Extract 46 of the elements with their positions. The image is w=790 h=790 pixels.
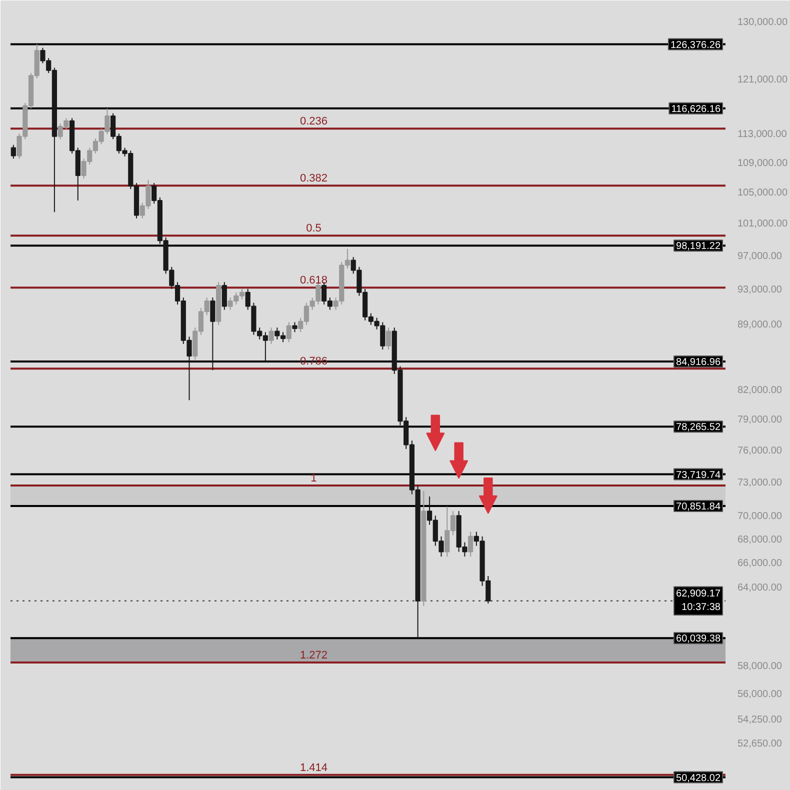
y-tick-label: 52,650.00	[738, 738, 782, 750]
ref-line-label: 98,191.22	[676, 241, 721, 252]
ref-line-label: 116,626.16	[671, 104, 721, 115]
annotation: 0.618	[300, 274, 328, 287]
annotation: 0.5	[306, 222, 322, 235]
ref-line-label: 50,428.02	[676, 772, 721, 784]
candlestick	[268, 327, 274, 344]
y-tick-label: 97,000.00	[738, 250, 782, 262]
y-tick-label: 82,000.00	[738, 384, 782, 396]
y-tick-label: 130,000.00	[738, 17, 788, 28]
y-tick-label: 58,000.00	[738, 661, 782, 672]
ref-line-label: 78,265.52	[676, 422, 721, 434]
annotation: 1	[310, 472, 317, 485]
ref-line-label: 62,909.17 10:37:38	[676, 588, 721, 613]
ref-line-label: 84,916.96	[676, 356, 721, 368]
annotation: 0.382	[300, 172, 328, 185]
candlestick	[222, 282, 227, 310]
candlestick	[210, 297, 216, 371]
candlestick	[286, 322, 292, 343]
y-tick-label: 113,000.00	[738, 129, 788, 140]
candlestick	[468, 531, 474, 558]
y-tick-label: 109,000.00	[738, 158, 788, 169]
annotation: 1.272	[300, 650, 328, 662]
y-tick-label: 66,000.00	[738, 558, 782, 570]
candlestick	[386, 327, 392, 350]
y-tick-label: 89,000.00	[738, 320, 782, 331]
y-tick-label: 76,000.00	[738, 446, 782, 457]
y-tick-label: 105,000.00	[738, 188, 788, 199]
y-tick-label: 68,000.00	[738, 534, 782, 546]
y-tick-label: 73,000.00	[738, 478, 782, 489]
y-tick-label: 54,250.00	[738, 714, 782, 726]
y-tick-label: 79,000.00	[738, 414, 782, 426]
ref-line-label: 73,719.74	[676, 470, 721, 481]
y-tick-label: 64,000.00	[738, 582, 782, 594]
ref-line-label: 70,851.84	[676, 501, 721, 512]
ref-line-label: 126,376.26	[670, 40, 721, 51]
y-tick-label: 121,000.00	[738, 74, 788, 86]
y-tick-label: 93,000.00	[738, 284, 782, 296]
candlestick	[292, 322, 298, 333]
y-tick-label: 101,000.00	[738, 218, 788, 230]
ref-line-label: 60,039.38	[676, 634, 721, 645]
annotation: 1.414	[300, 762, 328, 774]
candlestick	[10, 144, 16, 160]
y-tick-label: 70,000.00	[738, 511, 782, 522]
annotation: 0.236	[300, 116, 328, 128]
y-tick-label: 56,000.00	[738, 689, 782, 700]
